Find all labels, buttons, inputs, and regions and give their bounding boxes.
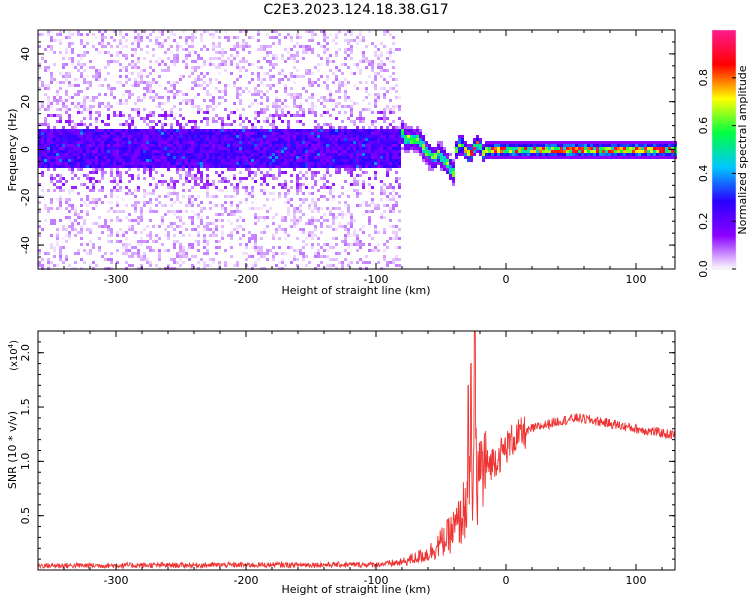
y-tick-label: 0.5: [19, 507, 32, 525]
y-tick-label: 2.0: [19, 344, 32, 362]
y-tick-label: -40: [19, 236, 32, 254]
x-tick-label: -300: [104, 273, 129, 286]
x-tick-label: 100: [626, 574, 647, 587]
x-tick-label: 100: [626, 273, 647, 286]
spectrogram-x-label: Height of straight line (km): [281, 284, 430, 297]
snr-series: [38, 331, 675, 568]
y-tick-label: -20: [19, 188, 32, 206]
x-tick-label: -200: [234, 574, 259, 587]
y-tick-label: 1.5: [19, 398, 32, 416]
snr-y-axis: 0.5 1.0 1.5 2.0: [19, 342, 675, 559]
colorbar-tick-label: 0.0: [697, 260, 710, 278]
y-tick-label: 1.0: [19, 453, 32, 471]
snr-line: [38, 331, 675, 568]
colorbar-tick-label: 0.4: [697, 165, 710, 183]
colorbar: 0.0 0.2 0.4 0.6 0.8: [697, 30, 736, 278]
y-tick-label: 40: [19, 47, 32, 61]
y-tick-label: 0: [19, 146, 32, 153]
colorbar-tick-label: 0.6: [697, 117, 710, 135]
x-tick-label: -300: [104, 574, 129, 587]
colorbar-tick-label: 0.2: [697, 212, 710, 230]
x-tick-label: 0: [503, 574, 510, 587]
snr-y-label: SNR (10 * v/v): [6, 411, 19, 489]
x-tick-label: 0: [503, 273, 510, 286]
figure: C2E3.2023.124.18.38.G17 -300-200-1000100…: [0, 0, 750, 600]
y-tick-label: 20: [19, 95, 32, 109]
figure-title: C2E3.2023.124.18.38.G17: [263, 2, 448, 18]
x-tick-label: -200: [234, 273, 259, 286]
colorbar-tick-label: 0.8: [697, 69, 710, 87]
colorbar-label: Normalized spectral amplitude: [736, 65, 749, 234]
figure-svg: C2E3.2023.124.18.38.G17 -300-200-1000100…: [0, 0, 750, 600]
snr-x-label: Height of straight line (km): [281, 583, 430, 596]
snr-frame: [38, 331, 675, 570]
snr-y-scale-base: (x10: [9, 348, 20, 371]
snr-y-scale: (x104): [7, 340, 20, 371]
spectrogram-heatmap: [38, 30, 677, 270]
spectrogram-y-label: Frequency (Hz): [6, 109, 19, 192]
